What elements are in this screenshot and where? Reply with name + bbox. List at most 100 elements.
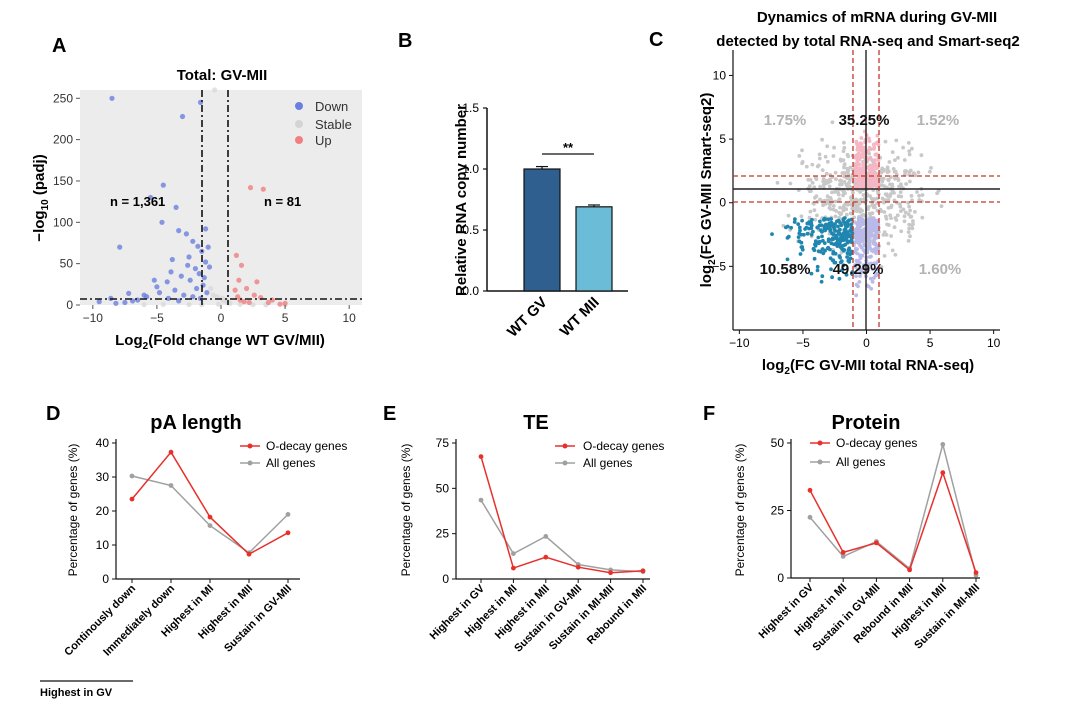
scatter-point-gray (775, 180, 780, 185)
scatter-point-lavender (872, 261, 877, 266)
scatter-point-gray (906, 239, 911, 243)
scatter-point-lavender (855, 221, 860, 226)
scatter-point-blue (838, 255, 842, 260)
scatter-point-gray (867, 211, 872, 216)
scatter-point-pink (858, 147, 863, 152)
scatter-point-blue (785, 257, 790, 262)
scatter-point-lavender (858, 220, 863, 225)
volcano-point-down (181, 292, 187, 298)
scatter-point-gray (813, 217, 818, 222)
scatter-point-blue (829, 220, 834, 225)
scatter-point-blue (805, 231, 810, 236)
scatter-point-gray (907, 222, 912, 227)
scatter-point-gray (858, 208, 863, 213)
scatter-point-pink (855, 145, 860, 150)
panel-c-pct-bottom-center: 49.29% (833, 261, 884, 278)
scatter-point-blue (833, 260, 838, 265)
scatter-point-gray (889, 234, 893, 238)
scatter-point-gray (913, 210, 917, 214)
volcano-point-down (135, 297, 141, 303)
scatter-point-gray (892, 225, 897, 230)
volcano-point-down (190, 238, 196, 244)
scatter-point-blue (840, 268, 844, 273)
bar-1 (575, 206, 613, 292)
bar-category-label: WT MII (557, 294, 603, 340)
volcano-point-up (241, 299, 247, 305)
scatter-point-gray (908, 234, 912, 239)
scatter-point-pink (867, 165, 872, 170)
scatter-point-gray (911, 222, 915, 226)
volcano-point-down (190, 294, 196, 300)
scatter-point-blue (798, 252, 803, 256)
scatter-point-blue (835, 242, 840, 247)
scatter-point-lavender (869, 224, 874, 229)
series-point-o-decay (478, 454, 484, 459)
series-point-o-decay (940, 470, 946, 476)
panel-b-bars: WT GV WT MII 0.0 0.5 1.0 1.5 (462, 101, 613, 341)
scatter-point-lavender (872, 217, 876, 221)
volcano-point-down (186, 254, 192, 260)
scatter-point-blue (816, 235, 821, 240)
scatter-point-blue (838, 221, 842, 225)
volcano-point-stable (250, 302, 256, 308)
series-line-all-genes (809, 441, 977, 576)
volcano-point-down (176, 228, 182, 234)
scatter-point-blue (819, 279, 824, 284)
series-point-o-decay (285, 530, 291, 536)
scatter-point-gray (890, 248, 895, 253)
scatter-point-gray (896, 194, 901, 199)
scatter-point-blue (793, 217, 797, 222)
panel-a-plot-background (80, 90, 362, 305)
scatter-point-blue (849, 249, 854, 254)
scatter-point-gray (810, 162, 815, 167)
scatter-point-gray (842, 180, 847, 184)
volcano-point-down (160, 182, 166, 188)
scatter-point-gray (812, 185, 817, 190)
scatter-point-gray (894, 138, 899, 143)
series-point-o-decay (973, 570, 979, 575)
panel-c-title-line2: detected by total RNA-seq and Smart-seq2 (716, 33, 1019, 50)
scatter-point-gray (895, 213, 900, 218)
y-tick-label: 0 (66, 298, 73, 312)
scatter-point-gray (902, 219, 907, 224)
scatter-point-gray (841, 190, 846, 195)
series-point-o-decay (246, 551, 252, 557)
scatter-point-gray (882, 210, 887, 214)
scatter-point-gray (820, 137, 824, 142)
scatter-point-blue (845, 240, 850, 245)
scatter-point-lavender (858, 230, 862, 234)
scatter-point-pink (854, 139, 859, 144)
scatter-point-blue (829, 267, 833, 272)
x-tick-label: 0 (863, 336, 870, 350)
legend-down-label: Down (315, 99, 348, 114)
y-tick-label: 0 (719, 196, 726, 210)
panel-a-n-down: n = 1,361 (110, 194, 165, 209)
x-tick-label: 5 (927, 336, 934, 350)
volcano-point-down (156, 290, 163, 296)
scatter-point-lavender (872, 233, 877, 238)
scatter-point-gray (907, 226, 911, 231)
volcano-point-up (265, 299, 271, 306)
volcano-point-down (154, 284, 160, 290)
volcano-point-down (165, 295, 171, 301)
scatter-point-lavender (862, 242, 867, 247)
volcano-point-up (236, 277, 242, 283)
volcano-point-stable (215, 301, 221, 307)
volcano-point-down (192, 266, 198, 272)
volcano-point-down (109, 95, 115, 101)
scatter-point-gray (861, 193, 866, 197)
y-tick-label: 50 (771, 436, 785, 450)
y-tick-label: 25 (771, 504, 785, 518)
scatter-point-blue (820, 229, 824, 234)
scatter-point-blue (811, 229, 815, 234)
scatter-point-gray (822, 180, 826, 185)
scatter-point-lavender (856, 234, 861, 238)
volcano-point-down (187, 277, 193, 283)
scatter-point-gray (825, 159, 830, 164)
scatter-point-gray (892, 191, 896, 195)
volcano-point-up (277, 301, 283, 307)
scatter-point-gray (830, 120, 835, 125)
panel-f-line-chart: Protein Percentage of genes (%) 0 25 50 Hig… (733, 412, 982, 654)
scatter-point-pink (862, 147, 866, 152)
panel-c-x-axis-label: log2(FC GV-MII total RNA-seq) (762, 357, 974, 377)
